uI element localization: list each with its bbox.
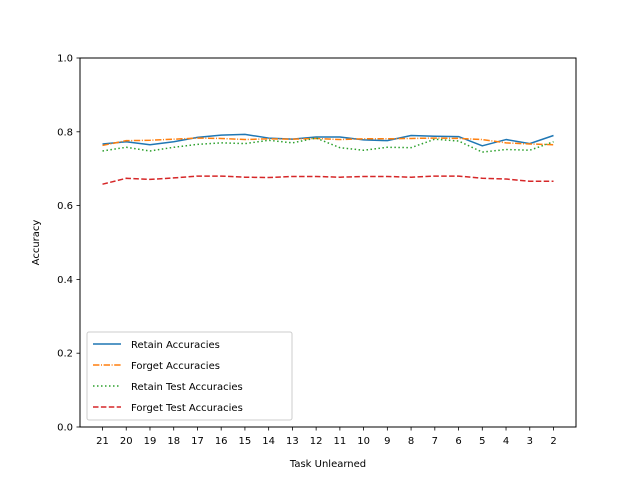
x-tick-label: 18 (167, 436, 180, 447)
x-tick-label: 16 (215, 436, 228, 447)
x-tick-label: 20 (120, 436, 133, 447)
x-tick-label: 3 (527, 436, 533, 447)
x-tick-label: 9 (384, 436, 390, 447)
x-tick-label: 12 (310, 436, 323, 447)
x-tick-label: 8 (408, 436, 414, 447)
series-layer (102, 133, 554, 185)
y-tick-label: 0.2 (57, 349, 73, 360)
legend-label: Retain Accuracies (131, 340, 220, 351)
x-tick-label: 6 (455, 436, 461, 447)
y-tick-label: 0.4 (57, 275, 73, 286)
x-tick-label: 14 (262, 436, 275, 447)
series-line-forget-test-accuracies (102, 175, 554, 185)
x-tick-label: 2 (550, 436, 556, 447)
y-tick-label: 1.0 (57, 54, 73, 65)
legend-label: Retain Test Accuracies (131, 382, 243, 393)
plot-frame (79, 57, 577, 428)
legend: Retain Accuracies Forget Accuracies Retain… (86, 331, 293, 421)
x-tick-label: 5 (479, 436, 485, 447)
y-tick-label: 0.6 (57, 201, 73, 212)
x-tick-label: 15 (239, 436, 252, 447)
series-line-retain-test-accuracies (102, 137, 554, 153)
legend-label: Forget Accuracies (131, 361, 220, 372)
legend-label: Forget Test Accuracies (131, 403, 243, 414)
y-axis: 0.0 0.2 0.4 0.6 0.8 1.0 (57, 54, 80, 434)
y-tick-label: 0.8 (57, 127, 73, 138)
x-tick-label: 4 (503, 436, 509, 447)
x-axis: 21 20 19 18 17 16 15 14 13 12 11 10 9 8 7 6 5 4 3 2 (96, 427, 557, 447)
x-tick-label: 13 (286, 436, 299, 447)
x-tick-label: 19 (144, 436, 157, 447)
x-tick-label: 11 (334, 436, 347, 447)
x-tick-label: 17 (191, 436, 204, 447)
y-tick-label: 0.0 (57, 423, 73, 434)
legend-box (86, 331, 293, 421)
x-tick-label: 7 (432, 436, 438, 447)
series-line-forget-accuracies (102, 137, 554, 147)
x-axis-label: Task Unlearned (289, 459, 366, 470)
x-tick-label: 21 (96, 436, 109, 447)
series-line-retain-accuracies (102, 133, 554, 147)
y-axis-label: Accuracy (31, 220, 42, 266)
x-tick-label: 10 (357, 436, 370, 447)
